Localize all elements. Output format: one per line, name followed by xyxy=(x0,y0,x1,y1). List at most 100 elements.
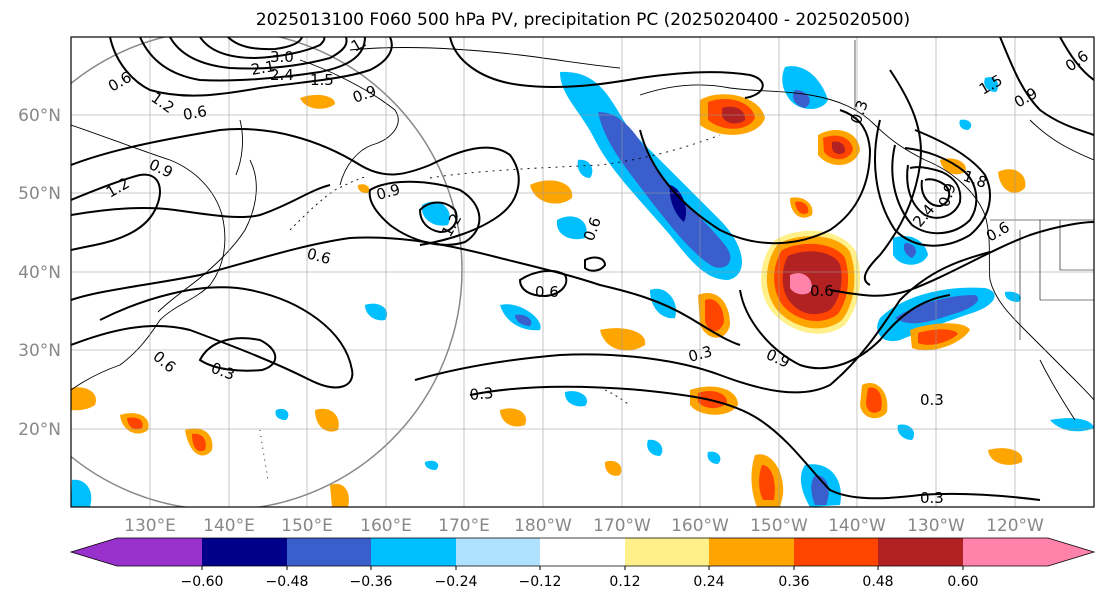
shade-w6-mid xyxy=(515,314,532,326)
coast-hawaii xyxy=(604,389,629,405)
shade-p11 xyxy=(998,169,1026,193)
shade-p12 xyxy=(940,158,966,175)
colorbar-segment xyxy=(794,538,878,566)
reference-circle xyxy=(71,37,463,507)
lat-label: 60°N xyxy=(18,106,61,126)
shade-p9 xyxy=(600,328,646,351)
lat-label: 30°N xyxy=(18,341,61,361)
shade-w3 xyxy=(556,216,587,240)
borders xyxy=(854,40,1094,340)
shade-p14r xyxy=(127,417,143,430)
shade-w14 xyxy=(707,451,721,464)
contour-pv-high-1 xyxy=(109,37,393,97)
colorbar-segment xyxy=(963,538,1048,566)
contour-pv-high-3 xyxy=(169,37,348,70)
coast-canada-inner xyxy=(1029,119,1094,161)
colorbar-segment xyxy=(117,538,202,566)
shade-w8 xyxy=(647,439,663,456)
contour-label: 0.6 xyxy=(810,282,834,300)
shade-p17 xyxy=(500,408,526,427)
lat-label: 50°N xyxy=(18,184,61,204)
contour-0.9-center xyxy=(739,289,951,370)
shade-p6r xyxy=(866,387,882,413)
contour-0.9-west xyxy=(198,337,277,372)
shade-p16 xyxy=(71,387,96,411)
colorbar-outline xyxy=(69,537,1096,567)
shade-w17 xyxy=(1004,291,1021,302)
map-panel: 0.6 1.2 2.1 2.4 3.0 1.5 1. 0.6 0.9 0.9 1… xyxy=(18,36,1095,536)
lon-label: 130°W xyxy=(907,516,965,536)
contour-label: 0.9 xyxy=(374,180,402,204)
shade-p2d xyxy=(832,141,846,155)
contour-pv-high-4 xyxy=(199,37,326,60)
contour-east-2 xyxy=(1059,37,1094,81)
contour-pnw-low-5 xyxy=(920,178,951,208)
lon-label: 140°W xyxy=(828,516,886,536)
colorbar-segment xyxy=(456,538,540,566)
border-states-1 xyxy=(1039,220,1094,301)
colorbar: −0.60 −0.48 −0.36 −0.24 −0.12 0.12 0.24 … xyxy=(69,537,1096,590)
shade-w13 xyxy=(959,119,972,130)
lon-label: 170°W xyxy=(593,516,651,536)
lon-label: 150°W xyxy=(750,516,808,536)
figure-title: 2025013100 F060 500 hPa PV, precipitatio… xyxy=(256,10,910,30)
contour-label: 0.3 xyxy=(920,489,944,507)
shade-w10 xyxy=(1050,418,1094,432)
contour-label: 0.3 xyxy=(920,391,944,409)
colorbar-tick-label: −0.48 xyxy=(266,574,309,590)
coast-kurils xyxy=(289,176,366,231)
colorbar-segment xyxy=(202,538,287,566)
shade-p18 xyxy=(604,460,622,476)
shade-p21 xyxy=(330,483,349,507)
shade-p22 xyxy=(357,184,370,194)
contour-0.9-big xyxy=(71,128,520,246)
lon-label: 180°W xyxy=(514,516,572,536)
shade-w11 xyxy=(71,479,92,507)
colorbar-segment xyxy=(878,538,963,566)
contour-label: 0.6 xyxy=(305,244,333,268)
lon-axis-labels: 130°E 140°E 150°E 160°E 170°E 180°W 170°… xyxy=(124,516,1044,536)
colorbar-extend-left xyxy=(71,538,117,566)
shade-p19r xyxy=(795,201,809,214)
shade-p13r xyxy=(192,433,206,452)
coast-aleutians xyxy=(429,134,721,179)
lon-label: 130°E xyxy=(124,516,176,536)
contour-0.6-pnw xyxy=(829,221,1094,297)
coast-siberia xyxy=(349,47,621,69)
shade-p15 xyxy=(315,408,339,432)
lon-label: 120°W xyxy=(986,516,1044,536)
contour-label: 1.5 xyxy=(310,71,334,89)
colorbar-tick-label: 0.24 xyxy=(693,574,724,590)
lat-label: 20°N xyxy=(18,420,61,440)
shade-w9 xyxy=(897,424,915,440)
contour-pnw-low-4 xyxy=(906,164,962,219)
colorbar-segment xyxy=(625,538,709,566)
border-states-2 xyxy=(1059,220,1094,271)
contour-0.3-lower xyxy=(469,385,1041,501)
contour-east xyxy=(999,37,1094,136)
lat-label: 40°N xyxy=(18,263,61,283)
shade-w5 xyxy=(365,303,388,321)
lon-label: 150°E xyxy=(281,516,333,536)
gridlines xyxy=(71,37,1094,507)
shade-w16 xyxy=(984,77,999,92)
colorbar-segment xyxy=(709,538,794,566)
shade-w4 xyxy=(577,159,593,178)
coast-alaska xyxy=(639,84,926,161)
colorbar-tick-label: −0.12 xyxy=(519,574,562,590)
contour-0.9-loop xyxy=(368,180,481,246)
shade-p5r xyxy=(918,329,958,345)
contour-0.6-alaska xyxy=(639,109,872,245)
colorbar-extend-right xyxy=(1048,538,1094,566)
contour-0.3-south xyxy=(71,286,354,389)
contour-0.6-north xyxy=(71,184,331,219)
contour-0.6-loop2 xyxy=(584,256,607,272)
contour-bering xyxy=(449,37,764,99)
contour-0.6-loop xyxy=(518,269,568,298)
shade-center-darkred xyxy=(782,251,842,315)
contour-0.6-main xyxy=(71,236,741,346)
contour-label: 3.0 xyxy=(270,48,294,66)
contour-label: 0.3 xyxy=(469,384,494,404)
shade-w15 xyxy=(275,408,289,420)
